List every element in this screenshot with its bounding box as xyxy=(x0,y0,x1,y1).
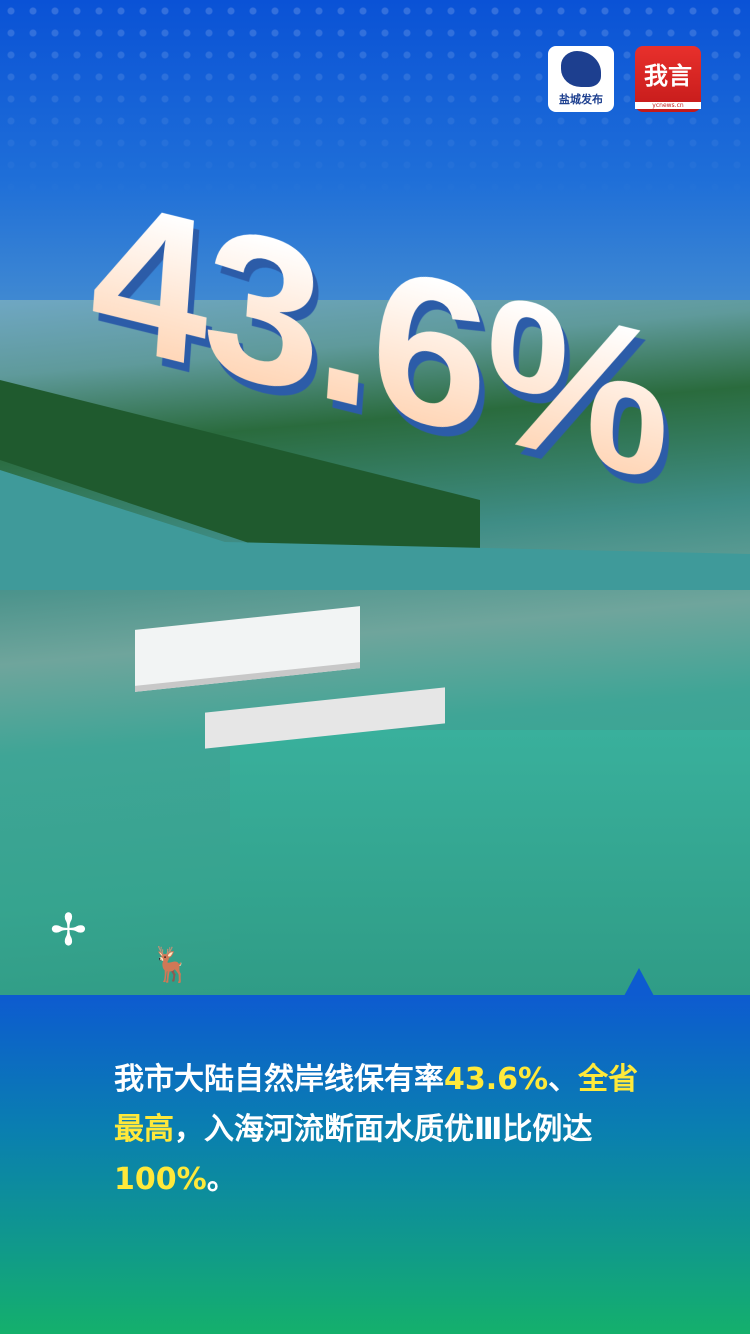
logo-right-subtext: ycnews.cn xyxy=(635,102,701,109)
caption-text: 我市大陆自然岸线保有率43.6%、全省最高，入海河流断面水质优Ⅲ比例达 100%。 xyxy=(114,1055,654,1205)
caption-panel xyxy=(0,995,750,1334)
panel-notch xyxy=(624,968,654,996)
caption-part: 我市大陆自然岸线保有率 xyxy=(114,1062,444,1097)
river-water xyxy=(230,730,750,995)
caption-part: ，入海河流断面水质优Ⅲ比例达 xyxy=(174,1112,593,1147)
logo-left-text: 盐城发布 xyxy=(559,93,603,106)
caption-part: 、 xyxy=(548,1062,579,1097)
caption-highlight: 全省最高 xyxy=(114,1062,639,1147)
yancheng-fabu-logo: 盐城发布 xyxy=(548,46,614,112)
wind-turbine-icon: ✢ xyxy=(50,905,87,956)
caption-part: 。 xyxy=(206,1162,237,1197)
dot-pattern xyxy=(0,0,750,200)
deer-icon: 🦌 xyxy=(150,945,193,985)
logo-right-text: 我言 xyxy=(644,62,692,90)
dragon-emblem-icon xyxy=(561,51,601,87)
caption-highlight: 100% xyxy=(114,1162,207,1197)
woyan-logo: 我言 ycnews.cn xyxy=(635,46,701,112)
caption-highlight: 43.6% xyxy=(444,1062,549,1097)
